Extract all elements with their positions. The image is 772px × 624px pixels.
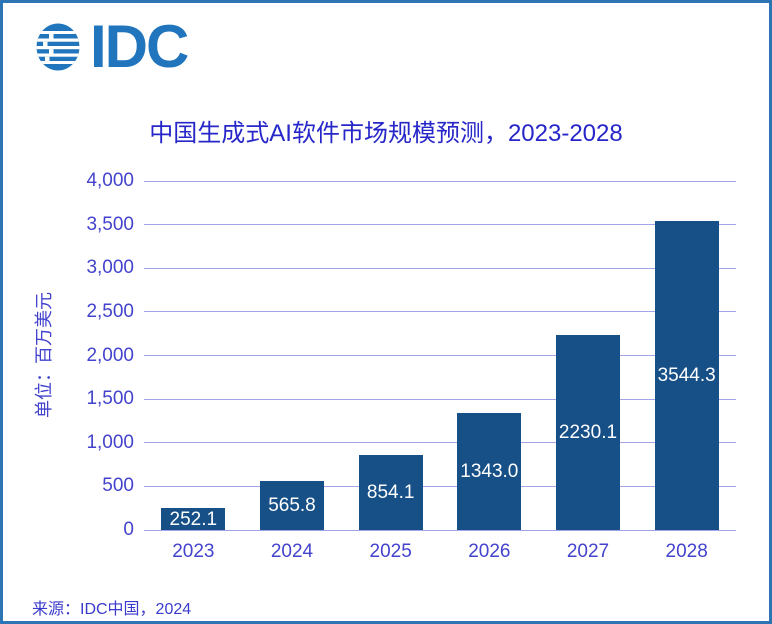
x-axis-label-2025: 2025 — [369, 541, 412, 562]
bar-value-label: 854.1 — [366, 482, 415, 504]
idc-logo-text: IDC — [90, 13, 189, 80]
x-axis-labels: 2023 2024 2025 2026 2027 2028 — [144, 541, 736, 565]
bar-2025: 854.1 — [358, 455, 423, 530]
gridline — [144, 224, 736, 226]
bar-slot-2024: 565.8 — [243, 181, 342, 530]
chart-title: 中国生成式AI软件市场规模预测，2023-2028 — [149, 120, 623, 147]
x-axis-label-2027: 2027 — [566, 541, 610, 562]
gridline — [144, 355, 736, 356]
gridline — [144, 180, 736, 182]
y-axis-tick-labels: 0 500 1,000 1,500 2,000 2,500 3,000 3,500 4,000 — [58, 170, 134, 540]
y-axis-tick-label: 4,000 — [86, 170, 134, 191]
bar-slot-2026: 1343.0 — [440, 181, 539, 530]
gridline — [144, 442, 736, 444]
y-axis-tick-label: 2,500 — [86, 300, 134, 322]
bar-slot-2027: 2230.1 — [539, 181, 638, 530]
x-axis-label-2026: 2026 — [468, 541, 511, 562]
bar-2026: 1343.0 — [457, 412, 522, 530]
bar-2023: 252.1 — [161, 508, 226, 530]
idc-globe-icon — [36, 23, 80, 71]
bar-value-label: 252.1 — [169, 508, 218, 530]
x-axis-label-2028: 2028 — [665, 541, 708, 562]
gridline — [144, 267, 736, 269]
y-axis-tick-label: 2,000 — [86, 344, 134, 366]
y-axis-tick-label: 1,000 — [86, 431, 134, 453]
bar-slot-2023: 252.1 — [144, 181, 243, 530]
bar-value-label: 1343.0 — [460, 460, 519, 482]
bar-2028: 3544.3 — [654, 220, 719, 530]
gridline — [144, 398, 736, 400]
bar-value-label: 565.8 — [268, 494, 316, 516]
y-axis-tick-label: 0 — [123, 519, 134, 540]
bar-value-label: 3544.3 — [657, 364, 716, 386]
gridline — [144, 311, 736, 313]
bar-value-label: 2230.1 — [558, 422, 618, 444]
source-note: 来源：IDC中国，2024 — [32, 601, 192, 618]
y-axis-tick-label: 3,500 — [86, 213, 134, 235]
bar-slot-2025: 854.1 — [341, 181, 440, 530]
plot-area: 252.1 565.8 854.1 1343.0 2230.1 3544.3 — [144, 180, 736, 531]
bar-2024: 565.8 — [259, 480, 324, 530]
y-axis-tick-label: 3,000 — [86, 257, 134, 279]
x-axis-label-2024: 2024 — [270, 541, 314, 562]
bar-slot-2028: 3544.3 — [637, 181, 736, 530]
gridline — [144, 529, 736, 531]
y-axis-tick-label: 500 — [102, 475, 134, 497]
y-axis-tick-label: 1,500 — [86, 388, 134, 410]
idc-logo: IDC — [36, 13, 189, 80]
x-axis-label-2023: 2023 — [172, 541, 215, 562]
bar-2027: 2230.1 — [555, 335, 620, 530]
gridline — [144, 485, 736, 487]
y-axis-title: 单位：百万美元 — [34, 292, 54, 418]
